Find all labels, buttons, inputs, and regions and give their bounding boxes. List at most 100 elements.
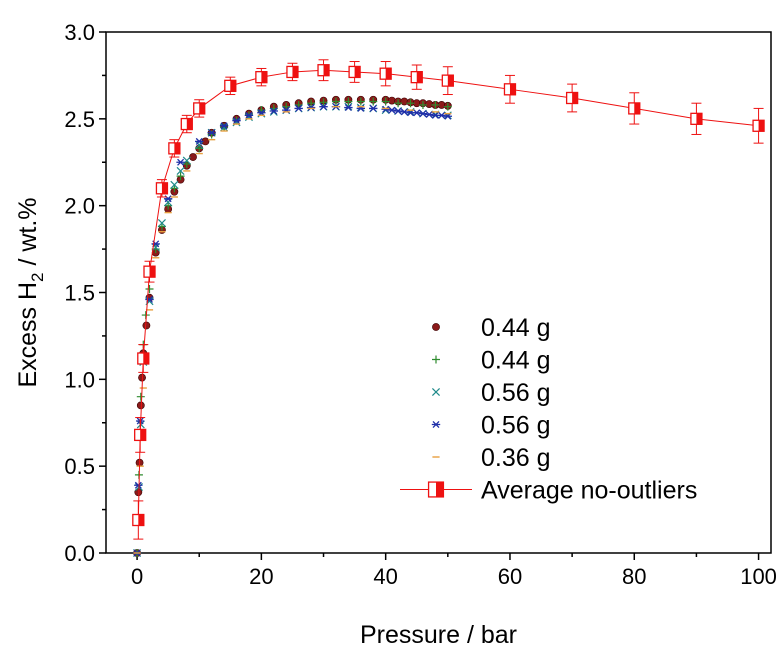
y-axis-title-main: Excess H: [14, 282, 42, 388]
x-tick-label: 100: [740, 564, 777, 589]
data-point: [193, 102, 206, 115]
series-5: [132, 59, 765, 540]
data-point: [132, 513, 145, 527]
legend-item: 0.36 g: [432, 444, 551, 472]
legend-marker: [432, 323, 440, 331]
data-point: [344, 97, 353, 106]
data-point: [255, 71, 268, 84]
data-point: [331, 97, 340, 106]
series-line: [137, 69, 759, 521]
data-point: [176, 166, 185, 175]
data-point: [143, 265, 156, 278]
y-tick-label: 0.0: [64, 541, 95, 566]
data-point: [182, 156, 191, 165]
legend: 0.44 g 0.44 g 0.56 g 0.56 g 0.36 g Average no…: [400, 314, 697, 505]
data-point: [136, 392, 145, 401]
data-point: [207, 130, 216, 139]
data-point: [418, 110, 428, 118]
y-tick-label: 1.0: [64, 367, 95, 392]
data-point: [431, 100, 440, 109]
marker-fill: [436, 482, 444, 497]
data-point: [145, 285, 154, 294]
data-point: [180, 117, 193, 131]
data-point: [319, 98, 328, 107]
data-point: [155, 182, 169, 195]
data-point: [394, 99, 403, 108]
data-point: [441, 74, 454, 87]
data-point: [690, 112, 703, 125]
data-point: [400, 108, 409, 116]
data-point: [344, 104, 353, 112]
data-point: [443, 102, 452, 111]
y-axis-title-tail: / wt.%: [14, 197, 42, 272]
legend-item: 0.44 g: [432, 314, 551, 342]
data-point: [168, 142, 181, 155]
marker-fill: [174, 142, 180, 154]
data-point: [381, 97, 390, 106]
marker-fill: [292, 66, 298, 78]
data-point: [220, 123, 229, 132]
legend-item: Average no-outliers: [400, 477, 697, 505]
data-point: [307, 99, 316, 108]
x-axis-title: Pressure / bar: [360, 621, 517, 649]
data-point: [393, 107, 403, 115]
data-point: [628, 102, 641, 115]
legend-label: 0.56 g: [481, 379, 551, 407]
data-point: [224, 79, 237, 92]
data-point: [137, 352, 150, 365]
y-axis-title-subscript: 2: [28, 272, 47, 281]
marker-fill: [199, 102, 205, 114]
data-point: [269, 107, 279, 115]
plot-frame: [105, 31, 772, 554]
data-point: [134, 488, 143, 497]
marker-fill: [261, 71, 267, 83]
data-point: [348, 65, 361, 79]
series-0: [133, 95, 452, 557]
legend-label: Average no-outliers: [481, 477, 697, 505]
data-point: [752, 119, 765, 132]
marker-fill: [509, 83, 516, 95]
series-1: [133, 97, 452, 557]
legend-marker: [432, 355, 440, 364]
marker-fill: [634, 102, 640, 114]
data-point: [164, 198, 173, 207]
marker-fill: [138, 514, 144, 526]
marker-fill: [385, 68, 392, 80]
legend-label: 0.44 g: [481, 347, 551, 375]
x-tick-label: 60: [498, 564, 522, 589]
data-point: [369, 97, 378, 106]
marker-fill: [696, 113, 702, 125]
data-point: [387, 106, 397, 114]
data-point: [406, 99, 415, 108]
x-tick-label: 0: [131, 564, 143, 589]
series-2: [133, 102, 452, 558]
data-point: [157, 219, 166, 228]
data-point: [134, 481, 143, 489]
data-point: [306, 104, 316, 112]
plot-area: [132, 59, 765, 558]
data-point: [189, 153, 197, 161]
marker-fill: [416, 71, 423, 83]
marker-fill: [230, 80, 236, 92]
x-tick-label: 80: [622, 564, 646, 589]
data-point: [369, 104, 378, 112]
legend-label: 0.36 g: [481, 444, 551, 472]
data-point: [356, 97, 365, 106]
y-axis-title: Excess H2 / wt.%: [14, 197, 47, 387]
legend-label: 0.44 g: [481, 314, 551, 342]
data-point: [286, 65, 299, 79]
marker-fill: [354, 66, 361, 78]
data-point: [410, 71, 423, 84]
legend-item: 0.56 g: [431, 412, 551, 440]
data-point: [176, 158, 185, 166]
marker-fill: [143, 352, 149, 364]
legend-item: 0.56 g: [431, 379, 551, 407]
legend-label: 0.56 g: [481, 412, 551, 440]
data-point: [319, 103, 328, 111]
y-tick-label: 0.5: [64, 454, 95, 479]
legend-marker: [431, 387, 441, 397]
legend-item: 0.44 g: [432, 347, 551, 375]
data-point: [244, 111, 254, 119]
y-tick-label: 2.0: [64, 194, 95, 219]
marker-fill: [758, 120, 765, 132]
